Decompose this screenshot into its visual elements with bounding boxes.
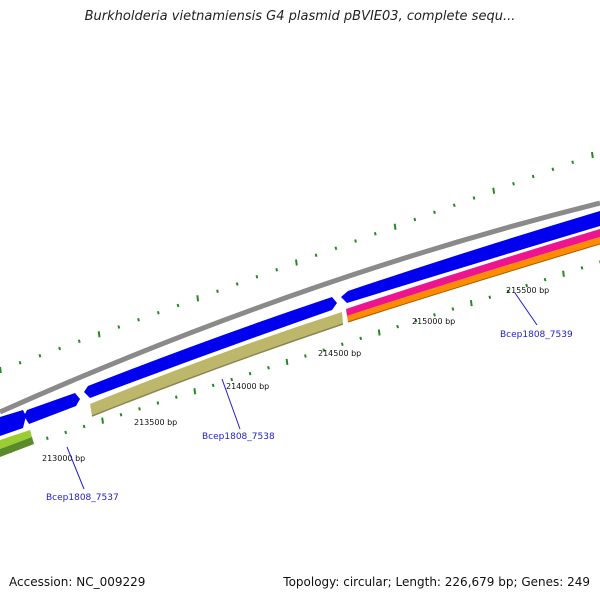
inner-tick — [322, 348, 326, 352]
outer-tick — [117, 325, 121, 329]
bp-label-214000: 214000 bp — [226, 382, 269, 391]
outer-tick — [531, 174, 535, 179]
outer-tick — [97, 331, 101, 338]
outer-tick — [354, 239, 357, 243]
inner-tick — [174, 395, 178, 399]
bp-label-215000: 215000 bp — [412, 317, 455, 326]
inner-tick — [82, 424, 86, 429]
outer-tick — [472, 196, 476, 200]
map-title: Burkholderia vietnamiensis G4 plasmid pB… — [84, 9, 516, 24]
accession-text: Accession: NC_009229 — [9, 575, 146, 589]
inner-tick — [156, 401, 160, 405]
outer-tick — [433, 210, 436, 215]
inner-tick — [64, 430, 68, 435]
gene-7538-leader — [221, 378, 241, 430]
inner-tick — [488, 295, 492, 300]
gene-7539-edge — [347, 243, 600, 323]
gene-7538-edge — [91, 323, 344, 417]
outer-tick — [77, 339, 81, 344]
outer-tick — [591, 151, 594, 159]
outer-tick — [413, 217, 417, 222]
inner-tick — [562, 270, 565, 277]
bp-label-215500: 215500 bp — [506, 286, 549, 295]
inner-tick — [580, 266, 584, 270]
gene-7539-pink-bar[interactable] — [346, 229, 600, 316]
gene-label-7539[interactable]: Bcep1808_7539 — [500, 330, 573, 340]
bp-label-213000: 213000 bp — [42, 454, 85, 463]
inner-tick — [211, 383, 215, 388]
outer-tick — [452, 203, 456, 207]
cds-arrow-1[interactable] — [0, 410, 26, 436]
gene-label-7538[interactable]: Bcep1808_7538 — [202, 432, 275, 442]
map-summary-text: Topology: circular; Length: 226,679 bp; … — [283, 575, 590, 589]
inner-tick — [543, 277, 547, 282]
outer-tick — [295, 259, 298, 266]
gene-7537-edge — [0, 437, 34, 457]
outer-tick — [38, 353, 42, 358]
outer-tick — [176, 303, 180, 308]
gene-7539-leader — [514, 292, 538, 326]
gene-7538-bar[interactable] — [90, 312, 343, 416]
outer-tick — [373, 232, 377, 236]
inner-tick — [377, 329, 381, 336]
outer-tick — [58, 346, 61, 351]
inner-tick — [433, 313, 436, 317]
inner-tick — [101, 417, 104, 424]
outer-tick — [156, 310, 160, 315]
inner-tick — [506, 289, 510, 294]
inner-tick — [451, 307, 455, 311]
inner-tick — [119, 413, 123, 417]
inner-tick — [396, 324, 399, 329]
outer-tick — [551, 167, 555, 172]
inner-tick — [230, 377, 234, 382]
inner-tick — [45, 436, 49, 441]
inner-tick — [304, 354, 307, 358]
outer-tick — [255, 275, 259, 279]
outer-tick — [492, 187, 496, 194]
inner-tick — [525, 283, 528, 288]
cds-arrow-3[interactable] — [84, 297, 337, 398]
outer-tick — [571, 160, 575, 164]
tick-rings — [0, 151, 600, 454]
gene-7539-orange-bar[interactable] — [347, 237, 600, 322]
inner-tick — [138, 407, 141, 411]
inner-tick — [414, 319, 418, 323]
inner-tick — [359, 336, 363, 341]
inner-tick — [193, 388, 197, 395]
outer-tick — [216, 289, 219, 293]
gene-7537-leader — [66, 446, 85, 490]
bp-label-214500: 214500 bp — [318, 349, 361, 358]
outer-tick — [393, 223, 397, 230]
outer-tick — [512, 181, 515, 186]
backbone-ring — [0, 200, 600, 415]
outer-tick — [334, 246, 338, 250]
gene-7537-bars[interactable] — [0, 430, 32, 449]
outer-tick — [0, 366, 2, 374]
outer-tick — [314, 253, 318, 258]
bp-label-213500: 213500 bp — [134, 418, 177, 427]
inner-tick — [248, 371, 252, 376]
inner-tick — [340, 342, 344, 347]
cds-arrow-4[interactable] — [341, 211, 600, 303]
inner-tick — [469, 299, 473, 307]
outer-tick — [275, 267, 279, 272]
outer-tick — [18, 361, 22, 365]
gene-label-7537[interactable]: Bcep1808_7537 — [46, 493, 119, 503]
outer-tick — [137, 318, 140, 322]
inner-tick — [285, 358, 289, 366]
inner-tick — [267, 366, 270, 370]
cds-arrow-2[interactable] — [24, 393, 80, 424]
outer-tick — [196, 295, 200, 302]
outer-tick — [235, 282, 239, 286]
